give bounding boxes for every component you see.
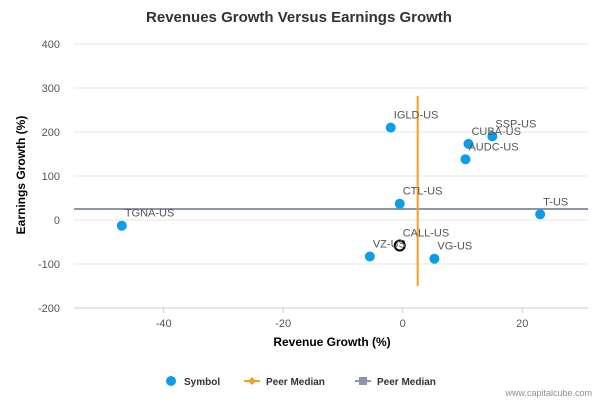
legend-label-peer-median-2: Peer Median (377, 377, 436, 388)
y-tick-label: 0 (54, 215, 60, 227)
y-tick-label: 300 (42, 83, 60, 95)
y-axis-title: Earnings Growth (%) (14, 116, 28, 235)
data-points (116, 122, 546, 264)
x-tick-label: -40 (156, 318, 172, 330)
legend-item-peer-median-revenue[interactable]: Peer Median (244, 377, 325, 388)
data-point-label: VZ-US (373, 239, 406, 251)
y-tick-label: 200 (42, 127, 60, 139)
y-tick-label: -100 (38, 259, 60, 271)
data-point (364, 251, 375, 262)
data-point (394, 198, 405, 209)
x-tick-label: -20 (275, 318, 291, 330)
legend-orange-diamond (248, 377, 256, 385)
data-point-label: T-US (543, 196, 568, 208)
data-point (535, 209, 546, 220)
data-point (487, 131, 498, 142)
data-point (385, 122, 396, 133)
legend-item-symbol[interactable]: Symbol (166, 376, 220, 388)
y-tick-label: -200 (38, 303, 60, 315)
x-tick-label: 0 (400, 318, 406, 330)
credit-text: www.capitalcube.com (504, 388, 592, 398)
data-point-label: VG-US (437, 241, 472, 253)
x-axis-title: Revenue Growth (%) (273, 335, 390, 349)
chart-title: Revenues Growth Versus Earnings Growth (146, 9, 452, 26)
legend-label-symbol: Symbol (184, 377, 220, 388)
y-axis-ticks: -200 -100 0 100 200 300 400 (38, 39, 60, 315)
data-point-label: CUBA-US (471, 126, 521, 138)
data-point-label: AUDC-US (468, 141, 518, 153)
x-axis-ticks: -40 -20 0 20 (156, 308, 528, 330)
data-point (116, 220, 127, 231)
legend-symbol-marker (166, 376, 176, 386)
data-point-label: TGNA-US (125, 208, 175, 220)
plot-grid (74, 43, 588, 309)
y-tick-label: 100 (42, 171, 60, 183)
legend-gray-square (359, 377, 367, 385)
x-tick-label: 20 (516, 318, 528, 330)
data-point-label: SSP-US (495, 118, 536, 130)
highlight-point (393, 239, 406, 252)
legend-label-peer-median-1: Peer Median (266, 377, 325, 388)
peer-median-lines (74, 95, 588, 286)
highlight-point-label: CALL-US (403, 228, 449, 240)
data-point (460, 154, 471, 165)
data-point-label: IGLD-US (394, 110, 439, 122)
data-point (463, 138, 474, 149)
legend: Symbol Peer Median Peer Median (166, 376, 436, 388)
legend-item-peer-median-earnings[interactable]: Peer Median (355, 377, 436, 388)
data-point-label: CTL-US (403, 186, 443, 198)
y-tick-label: 400 (42, 39, 60, 51)
data-point (429, 253, 440, 264)
